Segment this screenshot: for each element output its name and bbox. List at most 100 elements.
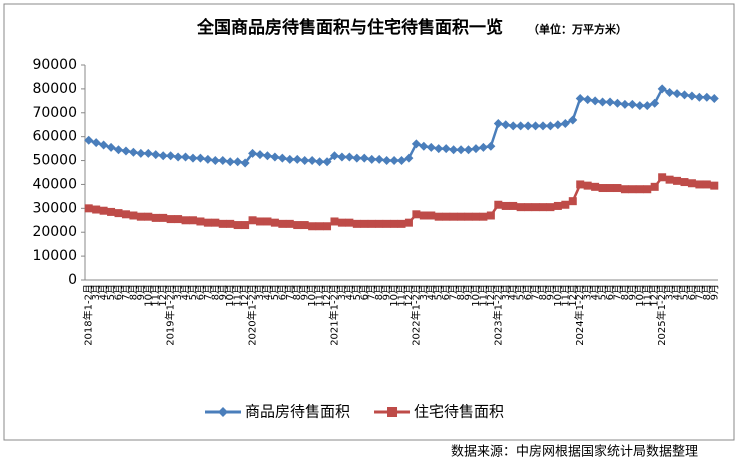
point-marker: [270, 218, 279, 227]
point-marker: [494, 200, 503, 209]
x-tick-label: 4月: [671, 284, 683, 300]
x-tick-label: 11月: [396, 284, 408, 307]
x-tick-label: 10月: [306, 284, 318, 307]
x-tick-label: 12月: [321, 284, 333, 307]
point-marker: [195, 153, 205, 163]
point-marker: [300, 156, 310, 166]
point-marker: [650, 98, 660, 108]
point-marker: [449, 212, 458, 221]
point-marker: [248, 148, 258, 158]
point-marker: [635, 101, 645, 111]
point-marker: [225, 157, 235, 167]
point-marker: [300, 221, 309, 230]
point-marker: [374, 154, 384, 164]
point-marker: [84, 135, 94, 145]
point-marker: [262, 151, 272, 161]
x-tick-label: 12月: [403, 284, 415, 307]
point-marker: [322, 157, 332, 167]
x-tick-label: 11月: [559, 284, 571, 307]
point-marker: [158, 151, 168, 161]
x-tick-label: 6月: [113, 284, 125, 300]
point-marker: [315, 157, 325, 167]
y-tick-label: 30000: [32, 200, 77, 216]
point-marker: [583, 181, 592, 190]
point-marker: [583, 95, 593, 105]
x-tick-label: 10月: [634, 284, 646, 307]
point-marker: [404, 153, 414, 163]
point-marker: [181, 216, 190, 225]
x-tick-label: 5月: [187, 284, 199, 300]
x-tick-label: 3月: [500, 284, 512, 300]
point-marker: [628, 185, 637, 194]
point-marker: [359, 153, 369, 163]
x-tick-label: 5月: [105, 284, 117, 300]
x-tick-label: 6月: [604, 284, 616, 300]
point-marker: [263, 217, 272, 226]
x-tick-label: 5月: [678, 284, 690, 300]
point-marker: [256, 217, 265, 226]
point-marker: [545, 121, 555, 131]
x-tick-label: 10月: [552, 284, 564, 307]
x-tick-label: 3月: [582, 284, 594, 300]
point-marker: [591, 182, 600, 191]
point-marker: [561, 200, 570, 209]
x-tick-label: 9月: [544, 284, 556, 300]
point-marker: [292, 154, 302, 164]
point-marker: [337, 152, 347, 162]
chart-title: 全国商品房待售面积与住宅待售面积一览: [196, 17, 503, 38]
point-marker: [390, 219, 399, 228]
point-marker: [665, 87, 675, 97]
y-tick-label: 60000: [32, 129, 77, 145]
x-tick-label: 3月: [336, 284, 348, 300]
point-marker: [196, 217, 205, 226]
point-marker: [92, 205, 101, 214]
point-marker: [91, 138, 101, 148]
point-marker: [635, 185, 644, 194]
point-marker: [442, 212, 451, 221]
point-marker: [508, 121, 518, 131]
point-marker: [203, 154, 213, 164]
y-tick-label: 90000: [32, 57, 77, 73]
point-marker: [419, 141, 429, 151]
point-marker: [308, 222, 317, 231]
x-tick-label: 7月: [530, 284, 542, 300]
point-marker: [285, 154, 295, 164]
x-tick-label: 12月: [649, 284, 661, 307]
point-marker: [560, 119, 570, 129]
x-tick-label: 4月: [507, 284, 519, 300]
x-tick-label: 2022年1-2月: [409, 284, 422, 346]
point-marker: [687, 91, 697, 101]
point-marker: [679, 90, 689, 100]
point-marker: [546, 203, 555, 212]
x-tick-label: 6月: [522, 284, 534, 300]
point-marker: [233, 157, 243, 167]
point-marker: [323, 222, 332, 231]
point-marker: [486, 211, 495, 220]
point-marker: [404, 218, 413, 227]
x-tick-label: 11月: [641, 284, 653, 307]
point-marker: [598, 97, 608, 107]
point-marker: [568, 197, 577, 206]
point-marker: [620, 99, 630, 109]
point-marker: [627, 99, 637, 109]
point-marker: [307, 156, 317, 166]
x-tick-label: 5月: [351, 284, 363, 300]
x-tick-label: 3月: [418, 284, 430, 300]
x-tick-label: 2023年1-2月: [491, 284, 504, 346]
point-marker: [106, 142, 116, 152]
point-marker: [143, 148, 153, 158]
x-tick-label: 12月: [567, 284, 579, 307]
point-marker: [434, 144, 444, 154]
point-marker: [367, 219, 376, 228]
x-tick-label: 10月: [470, 284, 482, 307]
x-tick-label: 6月: [194, 284, 206, 300]
x-tick-label: 3月: [664, 284, 676, 300]
point-marker: [107, 207, 116, 216]
point-marker: [576, 180, 585, 189]
point-marker: [643, 185, 652, 194]
x-tick-label: 8月: [455, 284, 467, 300]
x-tick-label: 11月: [150, 284, 162, 307]
point-marker: [523, 121, 533, 131]
point-marker: [426, 142, 436, 152]
point-marker: [114, 209, 123, 218]
